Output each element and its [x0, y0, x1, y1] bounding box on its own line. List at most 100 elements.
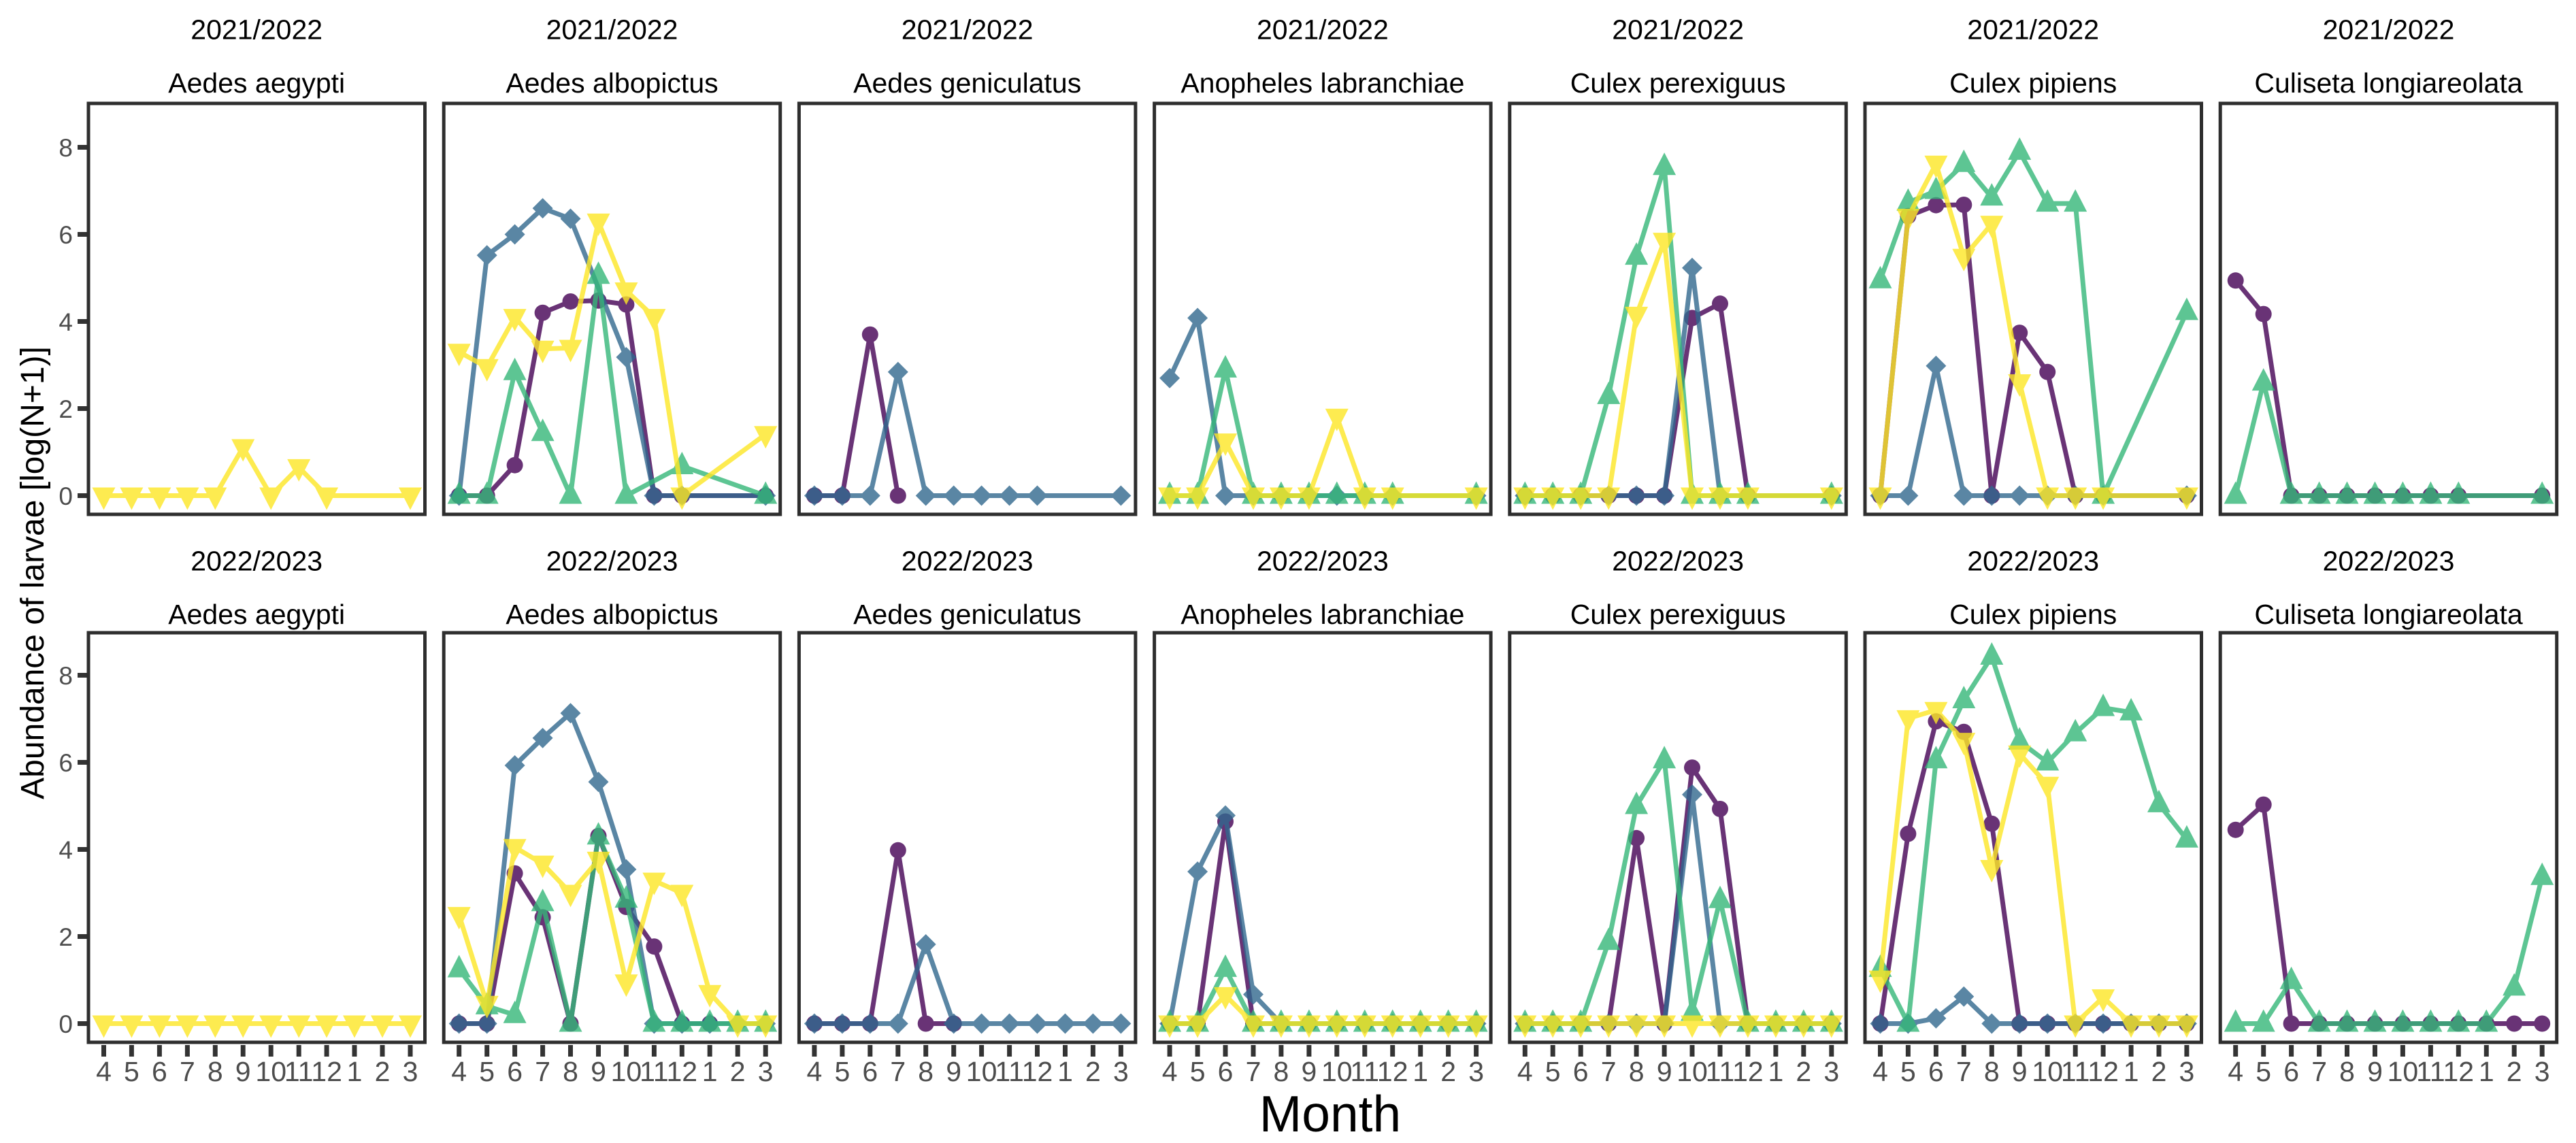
svg-text:2022/2023: 2022/2023 [546, 546, 678, 577]
svg-text:Culex perexiguus: Culex perexiguus [1570, 599, 1786, 630]
svg-text:1: 1 [1768, 1056, 1783, 1087]
svg-text:2: 2 [1796, 1056, 1811, 1087]
svg-text:10: 10 [1321, 1056, 1353, 1087]
svg-text:12: 12 [311, 1056, 342, 1087]
svg-text:2021/2022: 2021/2022 [1257, 14, 1389, 46]
svg-text:3: 3 [1113, 1056, 1129, 1087]
svg-text:2022/2023: 2022/2023 [191, 546, 323, 577]
svg-text:1: 1 [2124, 1056, 2139, 1087]
svg-text:Anopheles labranchiae: Anopheles labranchiae [1180, 599, 1464, 630]
svg-text:4: 4 [1872, 1056, 1888, 1087]
svg-text:10: 10 [255, 1056, 286, 1087]
svg-text:0: 0 [59, 482, 73, 510]
svg-text:3: 3 [2179, 1056, 2194, 1087]
svg-text:6: 6 [59, 749, 73, 777]
svg-text:11: 11 [284, 1056, 314, 1087]
svg-text:12: 12 [1732, 1056, 1764, 1087]
svg-text:2021/2022: 2021/2022 [1967, 14, 2099, 46]
svg-text:3: 3 [758, 1056, 774, 1087]
svg-text:7: 7 [1601, 1056, 1617, 1087]
svg-text:6: 6 [1573, 1056, 1589, 1087]
svg-text:4: 4 [806, 1056, 822, 1087]
svg-text:9: 9 [2367, 1056, 2383, 1087]
svg-text:2021/2022: 2021/2022 [1612, 14, 1744, 46]
svg-text:2022/2023: 2022/2023 [2323, 546, 2455, 577]
svg-text:Month: Month [1259, 1085, 1401, 1142]
svg-text:6: 6 [507, 1056, 523, 1087]
svg-text:9: 9 [1657, 1056, 1672, 1087]
svg-text:Aedes albopictus: Aedes albopictus [506, 599, 718, 630]
svg-text:6: 6 [862, 1056, 878, 1087]
svg-text:10: 10 [611, 1056, 642, 1087]
svg-text:3: 3 [2534, 1056, 2550, 1087]
svg-text:11: 11 [1706, 1056, 1735, 1087]
svg-text:2022/2023: 2022/2023 [1257, 546, 1389, 577]
svg-text:2022/2023: 2022/2023 [1612, 546, 1744, 577]
svg-text:12: 12 [2087, 1056, 2119, 1087]
svg-text:2: 2 [1085, 1056, 1101, 1087]
svg-text:Abundance of larvae [log(N+1)]: Abundance of larvae [log(N+1)] [15, 346, 51, 799]
svg-text:8: 8 [1984, 1056, 2000, 1087]
svg-text:Culiseta longiareolata: Culiseta longiareolata [2254, 599, 2523, 630]
svg-text:2022/2023: 2022/2023 [902, 546, 1034, 577]
svg-text:2021/2022: 2021/2022 [2323, 14, 2455, 46]
svg-text:8: 8 [1273, 1056, 1289, 1087]
svg-text:5: 5 [1545, 1056, 1561, 1087]
svg-text:2: 2 [2151, 1056, 2167, 1087]
svg-text:10: 10 [2032, 1056, 2063, 1087]
svg-text:12: 12 [666, 1056, 697, 1087]
svg-text:2022/2023: 2022/2023 [1967, 546, 2099, 577]
svg-text:6: 6 [1928, 1056, 1944, 1087]
svg-text:11: 11 [2061, 1056, 2090, 1087]
svg-text:8: 8 [918, 1056, 934, 1087]
svg-text:5: 5 [479, 1056, 495, 1087]
svg-text:Aedes aegypti: Aedes aegypti [168, 599, 345, 630]
svg-text:Culex pipiens: Culex pipiens [1949, 599, 2117, 630]
svg-text:4: 4 [451, 1056, 467, 1087]
svg-text:Anopheles labranchiae: Anopheles labranchiae [1180, 67, 1464, 99]
svg-text:9: 9 [1301, 1056, 1317, 1087]
svg-text:Aedes geniculatus: Aedes geniculatus [853, 67, 1081, 99]
svg-text:0: 0 [59, 1010, 73, 1038]
svg-text:2: 2 [59, 395, 73, 423]
svg-text:7: 7 [535, 1056, 550, 1087]
svg-text:5: 5 [834, 1056, 850, 1087]
svg-text:7: 7 [2311, 1056, 2327, 1087]
svg-text:11: 11 [1351, 1056, 1380, 1087]
svg-text:4: 4 [59, 308, 73, 336]
svg-text:6: 6 [59, 221, 73, 249]
svg-text:10: 10 [1677, 1056, 1708, 1087]
svg-text:2021/2022: 2021/2022 [902, 14, 1034, 46]
svg-text:10: 10 [2388, 1056, 2419, 1087]
svg-text:Aedes albopictus: Aedes albopictus [506, 67, 718, 99]
svg-text:2021/2022: 2021/2022 [546, 14, 678, 46]
svg-text:1: 1 [1413, 1056, 1428, 1087]
svg-text:12: 12 [1022, 1056, 1053, 1087]
svg-text:1: 1 [2479, 1056, 2494, 1087]
svg-text:8: 8 [2339, 1056, 2355, 1087]
svg-text:Aedes aegypti: Aedes aegypti [168, 67, 345, 99]
svg-text:5: 5 [2256, 1056, 2271, 1087]
svg-text:4: 4 [96, 1056, 112, 1087]
svg-text:8: 8 [563, 1056, 578, 1087]
svg-text:5: 5 [1190, 1056, 1206, 1087]
svg-text:5: 5 [124, 1056, 139, 1087]
svg-text:3: 3 [1468, 1056, 1484, 1087]
svg-text:12: 12 [1377, 1056, 1408, 1087]
svg-text:9: 9 [235, 1056, 251, 1087]
svg-text:11: 11 [995, 1056, 1024, 1087]
svg-text:8: 8 [208, 1056, 223, 1087]
svg-text:Culiseta longiareolata: Culiseta longiareolata [2254, 67, 2523, 99]
svg-text:7: 7 [1246, 1056, 1261, 1087]
svg-text:5: 5 [1900, 1056, 1916, 1087]
svg-text:8: 8 [59, 662, 73, 690]
svg-text:9: 9 [591, 1056, 606, 1087]
svg-text:8: 8 [1629, 1056, 1645, 1087]
svg-text:6: 6 [152, 1056, 167, 1087]
svg-text:7: 7 [1956, 1056, 1972, 1087]
svg-text:Culex perexiguus: Culex perexiguus [1570, 67, 1786, 99]
svg-text:4: 4 [2228, 1056, 2243, 1087]
svg-text:1: 1 [347, 1056, 363, 1087]
svg-text:3: 3 [1823, 1056, 1839, 1087]
svg-text:11: 11 [2416, 1056, 2445, 1087]
